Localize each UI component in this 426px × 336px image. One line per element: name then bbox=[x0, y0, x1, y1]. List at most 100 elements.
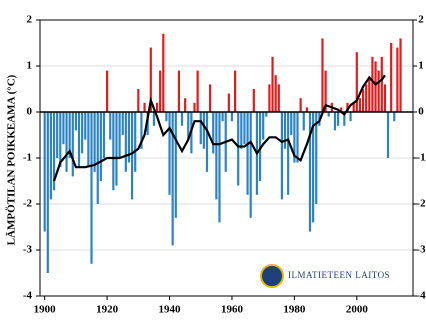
bar bbox=[102, 112, 106, 158]
bar bbox=[349, 112, 352, 122]
bar bbox=[227, 93, 230, 112]
x-tick-label: 1980 bbox=[283, 304, 306, 316]
bar bbox=[243, 112, 246, 145]
bar bbox=[112, 112, 115, 191]
bar bbox=[315, 112, 318, 204]
bar bbox=[193, 102, 196, 112]
bar bbox=[56, 112, 59, 158]
bar bbox=[121, 112, 124, 135]
bar bbox=[390, 43, 393, 112]
y-tick-label: 0 bbox=[27, 106, 33, 118]
x-tick-label: 2000 bbox=[346, 304, 369, 316]
bar bbox=[68, 112, 71, 158]
bar bbox=[371, 56, 374, 112]
bar bbox=[352, 102, 355, 112]
bar bbox=[358, 98, 362, 112]
bar bbox=[361, 89, 365, 112]
bar bbox=[221, 112, 224, 122]
y2-tick-label: 1 bbox=[418, 60, 424, 72]
bar bbox=[196, 70, 199, 112]
bar bbox=[71, 112, 74, 177]
bar bbox=[346, 102, 349, 112]
bar bbox=[168, 112, 171, 195]
bar bbox=[74, 112, 77, 131]
y2-tick-label: -3 bbox=[416, 244, 426, 256]
x-tick-label: 1940 bbox=[159, 304, 182, 316]
plot-frame bbox=[39, 19, 414, 297]
bar bbox=[84, 112, 87, 140]
bar bbox=[127, 112, 131, 163]
y-tick-label: -1 bbox=[23, 152, 32, 164]
bar bbox=[290, 112, 293, 135]
bar bbox=[118, 112, 121, 158]
bar bbox=[124, 112, 127, 172]
bar bbox=[180, 112, 184, 126]
x-tick-label: 1960 bbox=[221, 304, 244, 316]
bar bbox=[140, 112, 143, 149]
bar bbox=[380, 56, 383, 112]
bar bbox=[336, 112, 340, 126]
bar bbox=[212, 112, 215, 154]
bar bbox=[274, 75, 277, 112]
bar bbox=[87, 112, 90, 168]
bar bbox=[377, 70, 380, 112]
smoothed-line bbox=[53, 74, 386, 182]
bar bbox=[162, 33, 165, 112]
y-tick-label: 2 bbox=[27, 14, 33, 26]
bar bbox=[93, 112, 96, 172]
bar bbox=[177, 70, 180, 112]
bar bbox=[233, 70, 237, 112]
bar bbox=[230, 112, 234, 122]
bar bbox=[202, 112, 205, 149]
bar bbox=[165, 112, 168, 122]
y2-tick-label: 0 bbox=[418, 106, 424, 118]
bar bbox=[268, 84, 271, 112]
bar bbox=[396, 47, 399, 112]
bar bbox=[271, 56, 274, 112]
bar bbox=[355, 52, 358, 112]
bar bbox=[265, 112, 268, 117]
bar bbox=[115, 112, 118, 186]
bar bbox=[368, 79, 371, 112]
bar bbox=[312, 112, 315, 223]
bar bbox=[152, 112, 156, 126]
bar bbox=[343, 112, 346, 126]
bar bbox=[308, 112, 312, 232]
bar bbox=[174, 112, 177, 218]
y-axis-title: LÄMPÖTILAN POIKKEAMA (°C) bbox=[5, 74, 18, 245]
bar bbox=[77, 112, 81, 168]
bar bbox=[99, 112, 102, 181]
bar bbox=[143, 102, 146, 112]
bar bbox=[52, 112, 56, 191]
x-tick-label: 1920 bbox=[96, 304, 119, 316]
bar bbox=[46, 112, 49, 273]
bar bbox=[65, 112, 68, 172]
bar bbox=[90, 112, 93, 264]
y2-tick-label: -1 bbox=[416, 152, 425, 164]
bar bbox=[333, 112, 337, 131]
bar bbox=[43, 112, 46, 232]
bar bbox=[262, 112, 265, 140]
logo-text: ILMATIETEEN LAITOS bbox=[288, 270, 390, 280]
bar bbox=[280, 112, 283, 200]
bar bbox=[324, 70, 327, 112]
bar bbox=[393, 112, 396, 122]
bar bbox=[187, 112, 190, 140]
bar bbox=[62, 112, 65, 145]
bar bbox=[340, 107, 343, 112]
bar bbox=[277, 84, 280, 112]
bar bbox=[249, 112, 252, 218]
bar bbox=[149, 47, 152, 112]
y2-tick-label: -4 bbox=[416, 290, 426, 302]
bar bbox=[49, 112, 53, 200]
bar bbox=[130, 112, 134, 200]
y-tick-label: -2 bbox=[23, 198, 33, 210]
bar bbox=[184, 98, 187, 112]
bar bbox=[302, 112, 305, 131]
bar bbox=[137, 89, 140, 112]
bar bbox=[252, 89, 255, 112]
bar bbox=[283, 112, 287, 149]
bar bbox=[246, 112, 249, 195]
